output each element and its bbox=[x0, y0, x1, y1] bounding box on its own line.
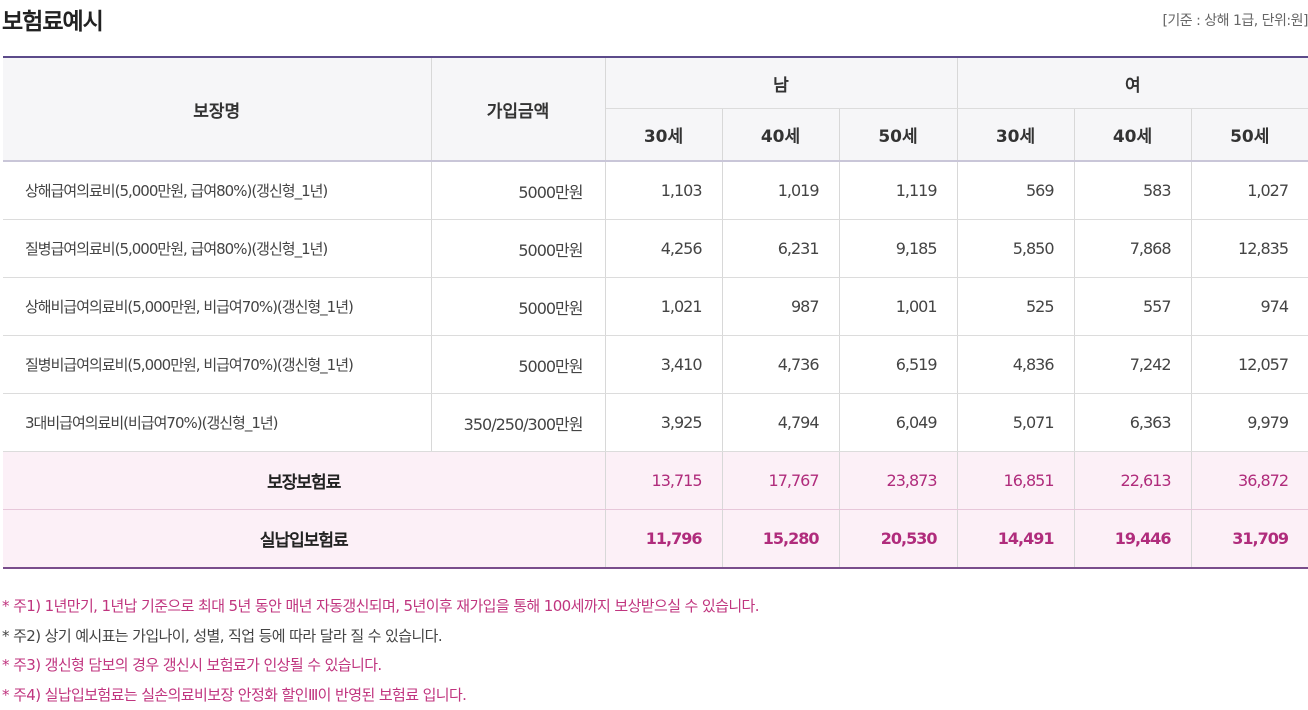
premium-cell: 6,363 bbox=[1074, 393, 1192, 452]
header-male-age-40: 40세 bbox=[722, 108, 840, 162]
premium-cell: 583 bbox=[1074, 161, 1192, 220]
coverage-name: 질병급여의료비(5,000만원, 급여80%)(갱신형_1년) bbox=[3, 219, 432, 278]
total-premium-label: 보장보험료 bbox=[3, 451, 606, 510]
premium-cell: 6,049 bbox=[839, 393, 958, 452]
coverage-amount: 5000만원 bbox=[431, 335, 606, 394]
premium-cell: 987 bbox=[722, 277, 840, 336]
actual-payment-cell: 15,280 bbox=[722, 509, 840, 569]
premium-cell: 4,836 bbox=[957, 335, 1075, 394]
header-female-age-40: 40세 bbox=[1074, 108, 1192, 162]
coverage-amount: 5000만원 bbox=[431, 161, 606, 220]
premium-cell: 7,242 bbox=[1074, 335, 1192, 394]
premium-cell: 12,835 bbox=[1191, 219, 1308, 278]
actual-payment-cell: 31,709 bbox=[1191, 509, 1308, 569]
header-amount: 가입금액 bbox=[431, 56, 606, 162]
table-row: 질병비급여의료비(5,000만원, 비급여70%)(갱신형_1년) 5000만원… bbox=[3, 335, 1308, 394]
table-row: 3대비급여의료비(비급여70%)(갱신형_1년) 350/250/300만원 3… bbox=[3, 393, 1308, 452]
footnote-3: * 주3) 갱신형 담보의 경우 갱신시 보험료가 인상될 수 있습니다. bbox=[2, 656, 382, 674]
actual-payment-cell: 19,446 bbox=[1074, 509, 1192, 569]
footnote-1: * 주1) 1년만기, 1년납 기준으로 최대 5년 동안 매년 자동갱신되며,… bbox=[2, 597, 760, 615]
premium-cell: 3,925 bbox=[605, 393, 723, 452]
premium-cell: 1,103 bbox=[605, 161, 723, 220]
actual-payment-label: 실납입보험료 bbox=[3, 509, 606, 569]
premium-cell: 6,231 bbox=[722, 219, 840, 278]
premium-table: 보장명 가입금액 남 여 30세 40세 50세 30세 40세 50세 상해급… bbox=[3, 56, 1308, 569]
footnotes: * 주1) 1년만기, 1년납 기준으로 최대 5년 동안 매년 자동갱신되며,… bbox=[2, 592, 760, 710]
actual-payment-cell: 11,796 bbox=[605, 509, 723, 569]
table-row: 상해비급여의료비(5,000만원, 비급여70%)(갱신형_1년) 5000만원… bbox=[3, 277, 1308, 336]
coverage-name: 3대비급여의료비(비급여70%)(갱신형_1년) bbox=[3, 393, 432, 452]
page-title: 보험료예시 bbox=[2, 9, 104, 35]
total-premium-cell: 17,767 bbox=[722, 451, 840, 510]
footnote-4: * 주4) 실납입보험료는 실손의료비보장 안정화 할인Ⅲ이 반영된 보험료 입… bbox=[2, 685, 467, 704]
premium-cell: 6,519 bbox=[839, 335, 958, 394]
header-female: 여 bbox=[957, 56, 1308, 109]
premium-cell: 5,850 bbox=[957, 219, 1075, 278]
premium-cell: 557 bbox=[1074, 277, 1192, 336]
coverage-name: 상해비급여의료비(5,000만원, 비급여70%)(갱신형_1년) bbox=[3, 277, 432, 336]
premium-cell: 1,001 bbox=[839, 277, 958, 336]
total-premium-cell: 36,872 bbox=[1191, 451, 1308, 510]
table-row: 상해급여의료비(5,000만원, 급여80%)(갱신형_1년) 5000만원 1… bbox=[3, 161, 1308, 220]
premium-cell: 4,256 bbox=[605, 219, 723, 278]
total-premium-cell: 13,715 bbox=[605, 451, 723, 510]
premium-cell: 4,736 bbox=[722, 335, 840, 394]
header-male-age-30: 30세 bbox=[605, 108, 723, 162]
premium-cell: 9,185 bbox=[839, 219, 958, 278]
total-premium-row: 보장보험료 13,715 17,767 23,873 16,851 22,613… bbox=[3, 451, 1308, 510]
coverage-name: 질병비급여의료비(5,000만원, 비급여70%)(갱신형_1년) bbox=[3, 335, 432, 394]
premium-cell: 1,027 bbox=[1191, 161, 1308, 220]
footnote-2: * 주2) 상기 예시표는 가입나이, 성별, 직업 등에 따라 달라 질 수 … bbox=[2, 626, 443, 645]
premium-cell: 5,071 bbox=[957, 393, 1075, 452]
coverage-name: 상해급여의료비(5,000만원, 급여80%)(갱신형_1년) bbox=[3, 161, 432, 220]
coverage-amount: 350/250/300만원 bbox=[431, 393, 606, 452]
premium-cell: 525 bbox=[957, 277, 1075, 336]
total-premium-cell: 23,873 bbox=[839, 451, 958, 510]
premium-cell: 974 bbox=[1191, 277, 1308, 336]
header-male: 남 bbox=[605, 56, 958, 109]
actual-payment-row: 실납입보험료 11,796 15,280 20,530 14,491 19,44… bbox=[3, 509, 1308, 569]
table-row: 질병급여의료비(5,000만원, 급여80%)(갱신형_1년) 5000만원 4… bbox=[3, 219, 1308, 278]
total-premium-cell: 22,613 bbox=[1074, 451, 1192, 510]
header-female-age-30: 30세 bbox=[957, 108, 1075, 162]
premium-cell: 3,410 bbox=[605, 335, 723, 394]
premium-cell: 1,021 bbox=[605, 277, 723, 336]
unit-basis-note: [기준 : 상해 1급, 단위:원] bbox=[1162, 13, 1308, 29]
total-premium-cell: 16,851 bbox=[957, 451, 1075, 510]
actual-payment-cell: 20,530 bbox=[839, 509, 958, 569]
premium-cell: 1,119 bbox=[839, 161, 958, 220]
coverage-amount: 5000만원 bbox=[431, 277, 606, 336]
coverage-amount: 5000만원 bbox=[431, 219, 606, 278]
header-female-age-50: 50세 bbox=[1191, 108, 1308, 162]
premium-cell: 4,794 bbox=[722, 393, 840, 452]
premium-cell: 12,057 bbox=[1191, 335, 1308, 394]
actual-payment-cell: 14,491 bbox=[957, 509, 1075, 569]
premium-cell: 9,979 bbox=[1191, 393, 1308, 452]
header-coverage: 보장명 bbox=[3, 56, 432, 162]
premium-cell: 569 bbox=[957, 161, 1075, 220]
premium-cell: 7,868 bbox=[1074, 219, 1192, 278]
header-male-age-50: 50세 bbox=[839, 108, 958, 162]
premium-cell: 1,019 bbox=[722, 161, 840, 220]
